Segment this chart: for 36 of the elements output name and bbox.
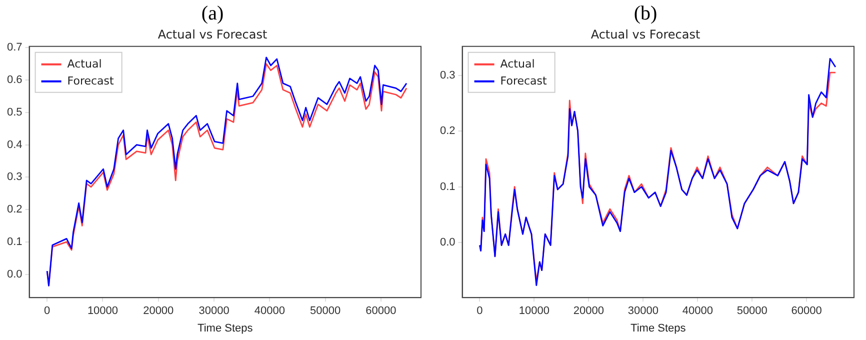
y-tick-label: 0.0 — [440, 236, 456, 248]
x-tick-label: 60000 — [366, 305, 396, 318]
y-tick-label: 0.1 — [440, 180, 456, 193]
y-tick-label: 0.6 — [6, 74, 22, 86]
y-tick-label: 0.2 — [440, 125, 456, 138]
y-tick-label: 0.2 — [6, 204, 22, 216]
x-tick-label: 20000 — [573, 305, 604, 318]
chart-title: (a) — [201, 2, 224, 24]
x-tick-label: 0 — [476, 305, 483, 318]
legend-label: Actual — [500, 57, 535, 70]
y-tick-label: 0.0 — [6, 268, 22, 280]
x-tick-label: 10000 — [518, 305, 550, 318]
x-tick-label: 30000 — [628, 305, 658, 318]
x-tick-label: 10000 — [87, 305, 118, 318]
y-tick-label: 0.7 — [6, 42, 22, 54]
y-tick-label: 0.1 — [6, 236, 22, 248]
x-tick-label: 30000 — [198, 305, 230, 318]
chart-subtitle: Actual vs Forecast — [590, 27, 700, 42]
x-tick-label: 60000 — [791, 305, 822, 318]
legend-label: Actual — [67, 57, 102, 70]
legend-label: Forecast — [67, 74, 115, 88]
y-tick-label: 0.4 — [6, 138, 22, 151]
y-tick-label: 0.3 — [440, 69, 456, 82]
x-tick-label: 40000 — [682, 305, 713, 318]
legend-label: Forecast — [500, 74, 548, 88]
x-tick-label: 50000 — [310, 305, 341, 318]
y-tick-label: 0.3 — [6, 171, 22, 184]
x-tick-label: 40000 — [254, 305, 285, 318]
x-tick-label: 0 — [44, 305, 50, 318]
chart-subtitle: Actual vs Forecast — [158, 27, 268, 42]
x-axis-title: Time Steps — [198, 322, 254, 334]
x-axis-title: Time Steps — [630, 322, 686, 334]
x-tick-label: 20000 — [143, 305, 174, 318]
y-tick-label: 0.5 — [6, 106, 22, 118]
chart-title: (b) — [634, 2, 658, 24]
x-tick-label: 50000 — [736, 305, 768, 318]
